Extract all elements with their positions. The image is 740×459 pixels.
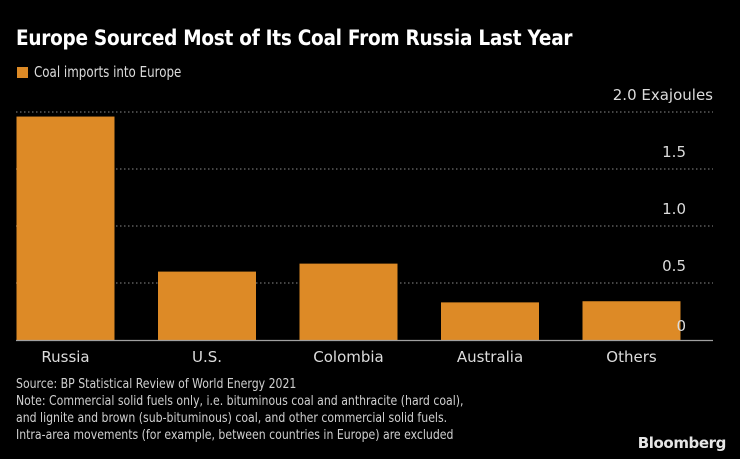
x-tick-label: Russia	[41, 348, 89, 366]
y-tick-label: 2.0 Exajoules	[613, 86, 713, 104]
chart-footer: Source: BP Statistical Review of World E…	[16, 376, 464, 444]
x-tick-label: Others	[606, 348, 657, 366]
bar-colombia	[299, 263, 398, 340]
source-note: Source: BP Statistical Review of World E…	[16, 376, 297, 392]
x-tick-label: Australia	[457, 348, 523, 366]
x-tick-label: U.S.	[192, 348, 222, 366]
gridlines	[16, 111, 713, 284]
y-tick-label: 1.5	[662, 143, 686, 161]
bars	[16, 116, 681, 340]
bar-us	[158, 271, 256, 340]
x-tick-label: Colombia	[313, 348, 384, 366]
bar-australia	[441, 302, 539, 340]
category-labels: Russia U.S. Colombia Australia Others	[41, 348, 657, 366]
legend-label: Coal imports into Europe	[34, 63, 182, 81]
y-tick-label: 0.5	[662, 257, 686, 275]
note-line: Note: Commercial solid fuels only, i.e. …	[16, 393, 464, 409]
bloomberg-logo: Bloomberg	[637, 434, 727, 452]
bar-others	[582, 301, 681, 340]
note-line: Intra-area movements (for example, betwe…	[16, 427, 454, 443]
legend: Coal imports into Europe	[17, 63, 201, 81]
y-axis-ticks: 0 0.5 1.0 1.5 2.0 Exajoules	[613, 86, 713, 335]
bar-russia	[16, 116, 115, 340]
y-tick-label: 1.0	[662, 200, 686, 218]
y-tick-label: 0	[676, 317, 686, 335]
legend-swatch	[17, 66, 28, 78]
chart-title: Europe Sourced Most of Its Coal From Rus…	[16, 26, 573, 50]
note-line: and lignite and brown (sub-bituminous) c…	[16, 410, 448, 426]
